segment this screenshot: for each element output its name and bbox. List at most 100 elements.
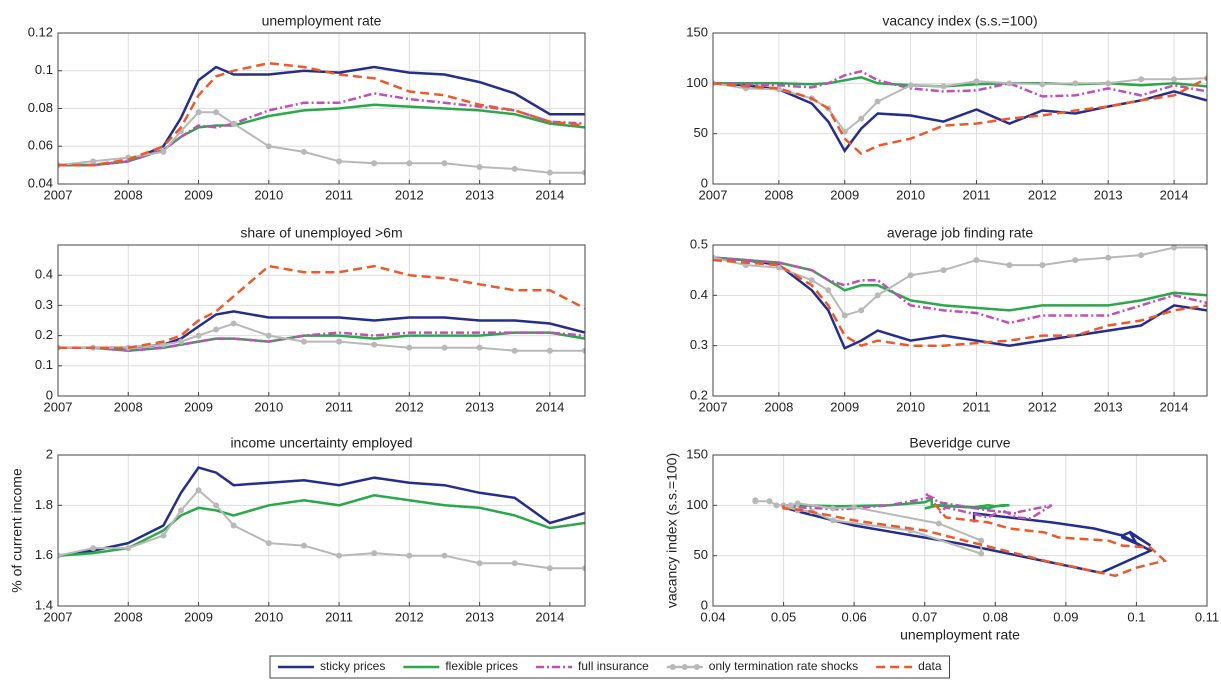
series-marker <box>476 560 483 567</box>
series-line <box>713 77 1207 134</box>
x-tick-label: 2013 <box>1094 399 1123 414</box>
series-marker <box>371 341 378 348</box>
plot-frame <box>712 244 1208 397</box>
x-tick-label: 2014 <box>1160 187 1189 202</box>
x-tick-label: 0.08 <box>983 609 1008 624</box>
x-tick-label: 2013 <box>465 399 494 414</box>
x-tick-label: 2009 <box>184 609 213 624</box>
series-marker <box>371 550 378 557</box>
series-marker <box>773 502 780 509</box>
series-line <box>58 466 585 557</box>
y-tick-label: 1.8 <box>35 497 53 512</box>
series-marker <box>511 560 518 567</box>
series-marker <box>1039 81 1046 88</box>
legend-label: flexible prices <box>445 659 518 673</box>
plot-area <box>713 245 1207 350</box>
series-marker <box>582 565 585 572</box>
series-marker <box>1006 80 1013 87</box>
series-marker <box>90 545 97 552</box>
series-marker <box>213 109 220 116</box>
series-line <box>58 92 585 167</box>
series-marker <box>546 169 553 176</box>
plot-frame <box>712 454 1208 607</box>
panel-title: Beveridge curve <box>909 435 1010 451</box>
panel-title: share of unemployed >6m <box>240 225 402 241</box>
x-tick-label: 2007 <box>699 187 728 202</box>
x-tick-label: 2012 <box>1028 187 1057 202</box>
series-marker <box>265 143 272 150</box>
plot-frame <box>57 244 586 397</box>
series-line <box>58 322 585 352</box>
x-tick-label: 2009 <box>830 187 859 202</box>
series-marker <box>1138 76 1145 83</box>
y-tick-label: 0.3 <box>690 337 708 352</box>
series-marker <box>213 326 220 333</box>
series-line <box>58 488 585 570</box>
series-marker <box>1006 262 1013 269</box>
plot-frame <box>712 32 1208 185</box>
x-axis-label: unemployment rate <box>900 627 1020 643</box>
series-marker <box>195 487 202 494</box>
legend-label: only termination rate shocks <box>709 659 858 673</box>
panel-title: income uncertainty employed <box>230 435 412 451</box>
x-tick-label: 2012 <box>395 187 424 202</box>
series-marker <box>858 115 865 122</box>
series-marker <box>441 552 448 559</box>
series-marker <box>825 287 832 294</box>
series-marker <box>978 550 985 557</box>
series-marker <box>841 312 848 319</box>
y-tick-label: 0 <box>701 597 708 612</box>
series-marker <box>874 98 881 105</box>
series-line <box>58 111 585 174</box>
legend-marker <box>669 664 676 670</box>
series-marker <box>195 332 202 339</box>
x-tick-label: 2011 <box>962 187 990 202</box>
series-marker <box>177 507 184 514</box>
series-marker <box>787 502 794 509</box>
y-axis-label: vacancy index (s.s.=100) <box>664 453 680 608</box>
x-tick-label: 2012 <box>395 399 424 414</box>
series-marker <box>213 502 220 509</box>
series-marker <box>907 272 914 279</box>
series-marker <box>406 552 413 559</box>
y-tick-label: 0.12 <box>28 24 53 39</box>
y-tick-label: 0.2 <box>690 387 708 402</box>
x-tick-label: 2010 <box>254 399 283 414</box>
x-tick-label: 0.09 <box>1053 609 1078 624</box>
y-tick-label: 0.06 <box>28 138 53 153</box>
series-marker <box>582 347 585 354</box>
series-marker <box>766 498 773 505</box>
series-marker <box>230 522 237 529</box>
y-tick-label: 0.04 <box>28 175 53 190</box>
series-marker <box>300 338 307 345</box>
series-marker <box>441 344 448 351</box>
series-line <box>58 494 585 557</box>
series-line <box>713 77 1207 156</box>
series-marker <box>794 500 801 507</box>
series-marker <box>808 277 815 284</box>
x-tick-label: 2007 <box>44 609 73 624</box>
y-tick-label: 100 <box>686 497 708 512</box>
series-marker <box>1171 245 1178 251</box>
x-tick-label: 2007 <box>44 399 73 414</box>
plot-area <box>752 492 1168 578</box>
x-tick-label: 2014 <box>1160 399 1189 414</box>
x-tick-label: 0.1 <box>1127 609 1145 624</box>
series-marker <box>371 160 378 167</box>
y-tick-label: 150 <box>686 446 708 461</box>
plot-frame <box>57 32 586 185</box>
plot-area <box>58 264 585 354</box>
x-tick-label: 2009 <box>184 399 213 414</box>
x-tick-label: 2008 <box>764 399 793 414</box>
y-tick-label: 100 <box>686 75 708 90</box>
y-tick-label: 0.1 <box>35 357 53 372</box>
series-marker <box>90 158 97 165</box>
series-marker <box>511 347 518 354</box>
series-marker <box>476 164 483 171</box>
series-marker <box>511 165 518 172</box>
series-marker <box>546 347 553 354</box>
series-marker <box>1171 76 1178 83</box>
x-tick-label: 2014 <box>535 609 564 624</box>
legend-label: sticky prices <box>320 659 385 673</box>
x-tick-label: 2007 <box>44 187 73 202</box>
